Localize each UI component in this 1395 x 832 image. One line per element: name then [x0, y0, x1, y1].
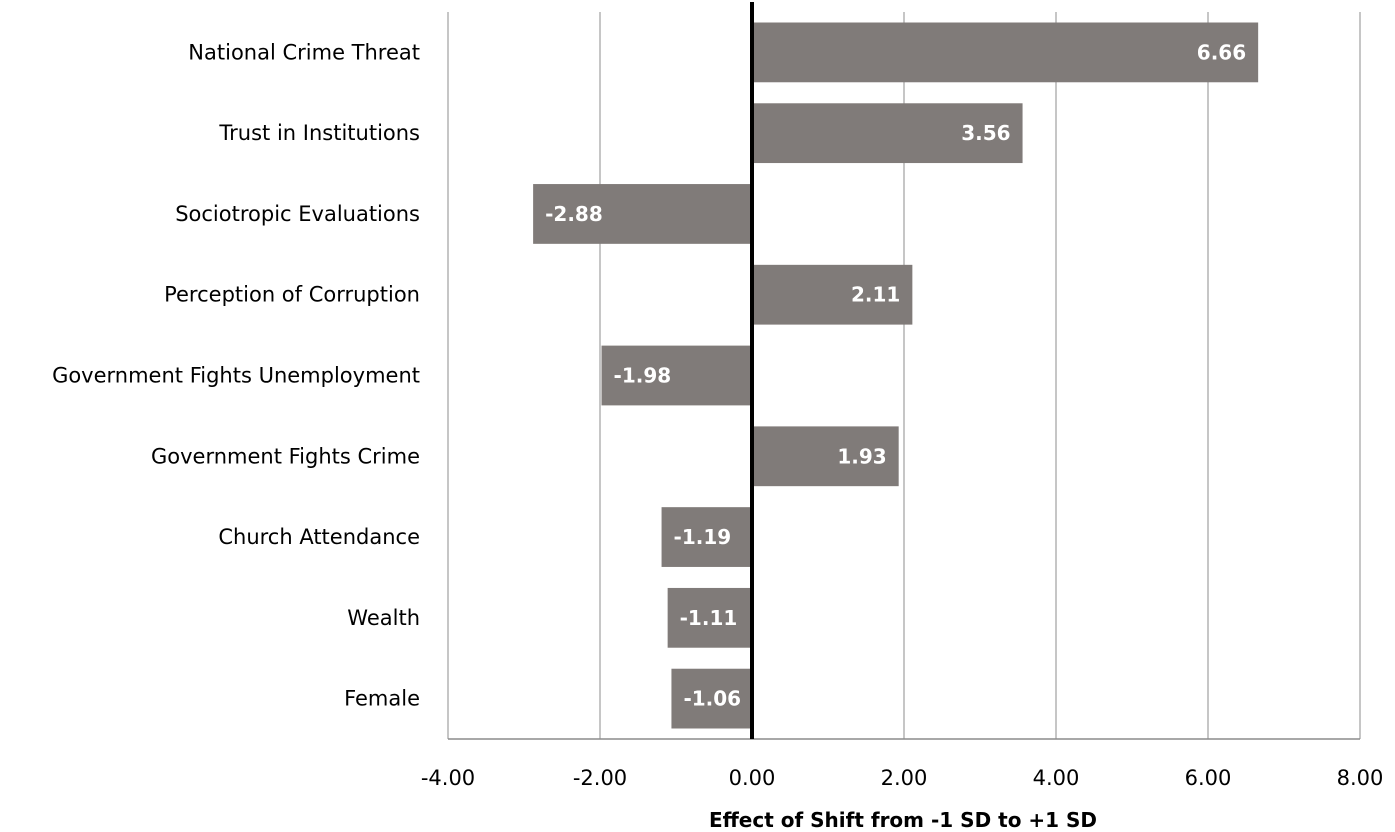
- bar-value-labels: 6.66 3.56 -2.88 2.11 -1.98 1.93 -1.19 -1.11 -1.0…: [545, 40, 1246, 710]
- bar: [671, 668, 752, 729]
- category-label: Government Fights Unemployment: [52, 364, 420, 388]
- bar-value-label: 6.66: [1197, 40, 1246, 64]
- bar: [661, 507, 752, 567]
- bar-value-label: 3.56: [961, 121, 1010, 145]
- category-label: Wealth: [347, 606, 420, 630]
- category-labels: National Crime Threat Trust in Institutio…: [52, 40, 420, 710]
- x-axis-title: Effect of Shift from -1 SD to +1 SD: [709, 808, 1097, 832]
- bars: [533, 22, 1259, 729]
- bar-value-label: -1.19: [674, 525, 732, 549]
- bar: [533, 184, 752, 244]
- category-label: Sociotropic Evaluations: [175, 202, 420, 226]
- x-tick-label: 2.00: [881, 766, 928, 790]
- bar: [752, 426, 899, 487]
- x-tick-label: 8.00: [1337, 766, 1384, 790]
- category-label: Church Attendance: [218, 525, 420, 549]
- bar-value-label: -1.98: [614, 364, 672, 388]
- bar-value-label: -1.06: [683, 687, 741, 711]
- category-label: Government Fights Crime: [151, 444, 420, 468]
- bar-value-label: -1.11: [680, 606, 738, 630]
- bar: [752, 103, 1023, 164]
- x-tick-label: -2.00: [573, 766, 627, 790]
- x-tick-label: 6.00: [1185, 766, 1232, 790]
- bar: [667, 587, 752, 648]
- category-label: Female: [344, 687, 420, 711]
- category-label: Trust in Institutions: [218, 121, 420, 145]
- bar-value-label: -2.88: [545, 202, 603, 226]
- bar: [601, 345, 752, 406]
- x-tick-label: 0.00: [729, 766, 776, 790]
- x-tick-label: 4.00: [1033, 766, 1080, 790]
- bar: [752, 264, 913, 325]
- category-label: Perception of Corruption: [164, 283, 420, 307]
- bar-value-label: 2.11: [851, 283, 900, 307]
- category-label: National Crime Threat: [188, 40, 420, 64]
- x-tick-label: -4.00: [421, 766, 475, 790]
- bar-value-label: 1.93: [837, 444, 886, 468]
- x-axis: -4.00 -2.00 0.00 2.00 4.00 6.00 8.00: [421, 2, 1384, 790]
- bar: [752, 22, 1259, 83]
